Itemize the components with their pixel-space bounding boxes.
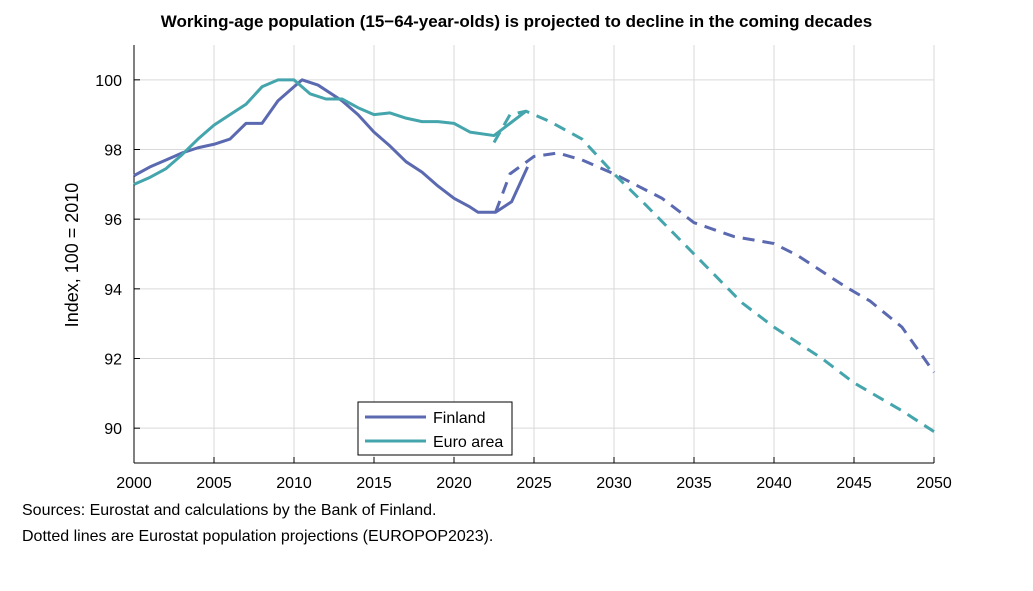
x-tick-label: 2005 <box>196 475 232 492</box>
projection-note: Dotted lines are Eurostat population pro… <box>22 528 494 545</box>
y-tick-label: 98 <box>104 143 122 160</box>
y-tick-label: 92 <box>104 352 122 369</box>
x-tick-label: 2040 <box>756 475 792 492</box>
series-finland-projection <box>494 151 936 374</box>
legend-label-finland: Finland <box>433 410 485 427</box>
x-tick-label: 2050 <box>916 475 952 492</box>
series-euro-area-actual <box>133 78 527 186</box>
x-tick-label: 2035 <box>676 475 712 492</box>
x-tick-label: 2030 <box>596 475 632 492</box>
x-tick-label: 2015 <box>356 475 392 492</box>
x-tick-label: 2045 <box>836 475 872 492</box>
y-axis-label: Index, 100 = 2010 <box>62 183 82 328</box>
x-tick-label: 2010 <box>276 475 312 492</box>
x-tick-label: 2000 <box>116 475 152 492</box>
y-tick-label: 90 <box>104 421 122 438</box>
y-tick-label: 100 <box>95 73 122 90</box>
legend: Finland Euro area <box>357 401 513 456</box>
x-tick-label: 2020 <box>436 475 472 492</box>
chart-title: Working-age population (15−64-year-olds)… <box>160 12 873 31</box>
y-tick-label: 94 <box>104 282 122 299</box>
legend-label-euro-area: Euro area <box>433 434 503 451</box>
sources-note: Sources: Eurostat and calculations by th… <box>22 502 437 519</box>
x-tick-label: 2025 <box>516 475 552 492</box>
series-finland-actual <box>133 78 529 214</box>
series-euro-area-projection <box>492 109 935 433</box>
y-tick-label: 96 <box>104 212 122 229</box>
